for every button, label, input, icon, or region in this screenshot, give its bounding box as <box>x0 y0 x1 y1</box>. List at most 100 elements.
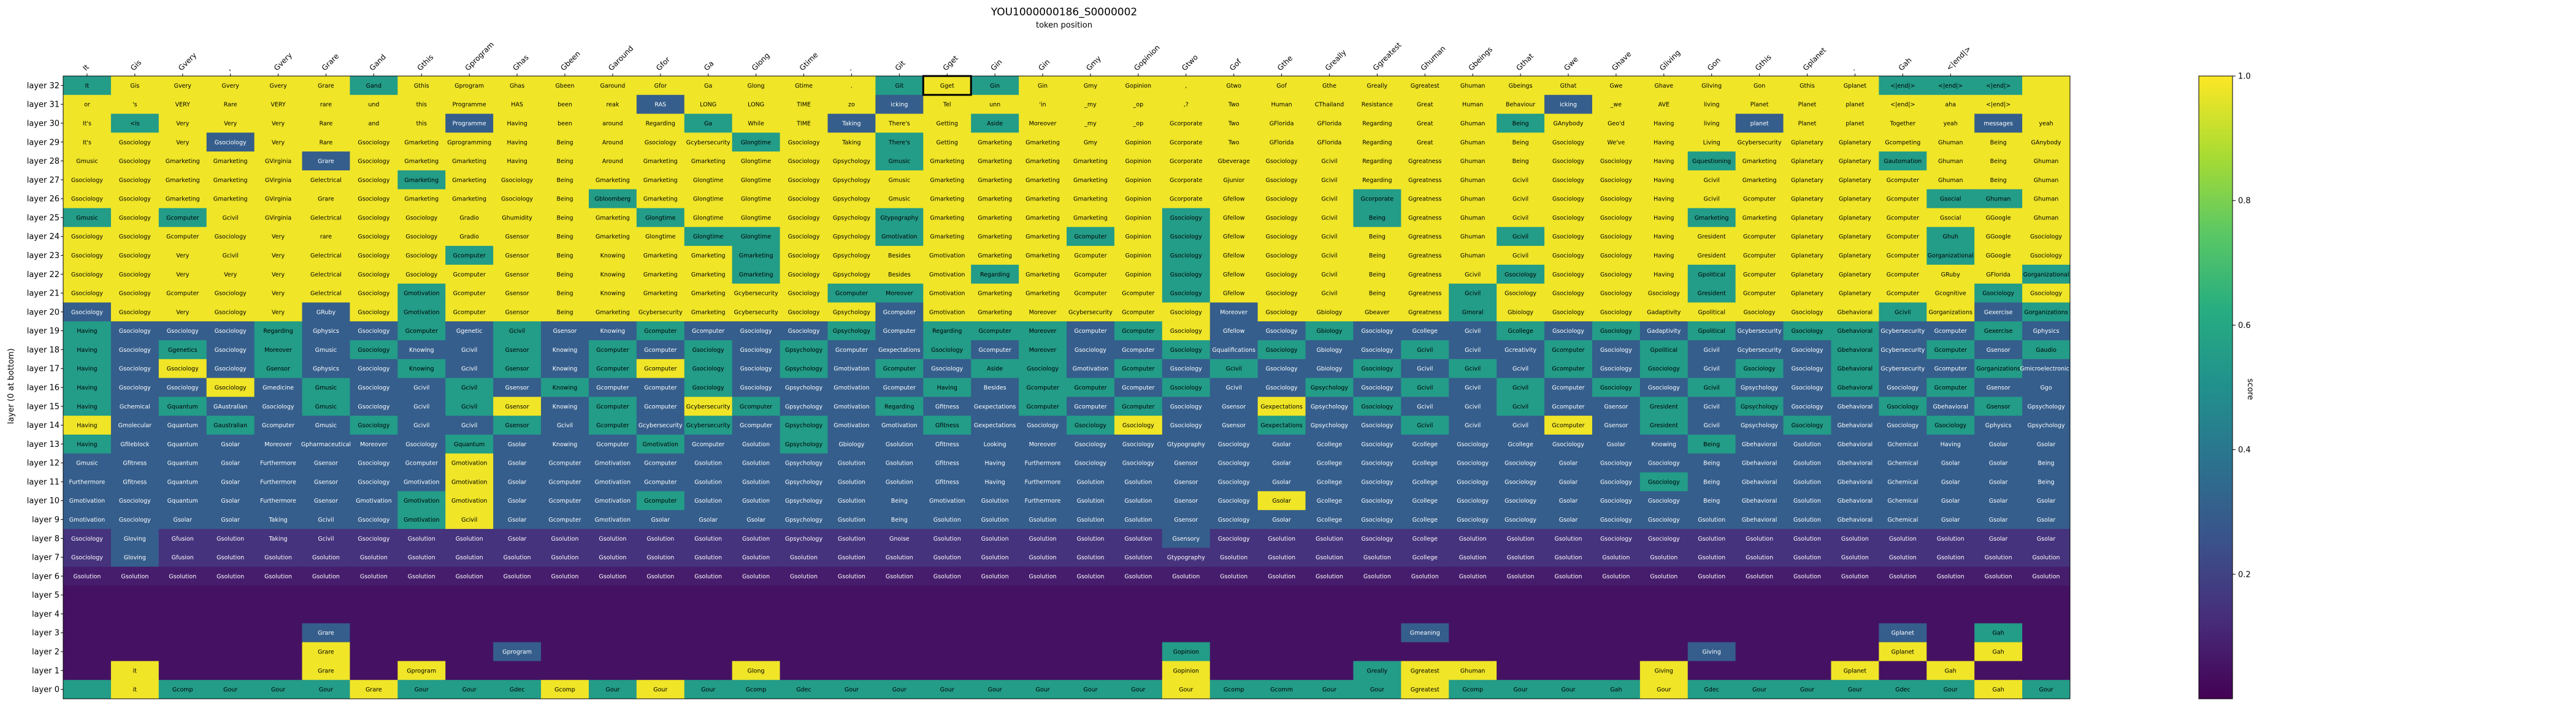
cell-token-label: _my <box>1084 120 1097 127</box>
cell-token-label: Gsociology <box>119 498 151 504</box>
cell-token-label: Regarding <box>646 120 675 127</box>
cell-token-label: Gcivil <box>1512 196 1528 203</box>
heatmap-cell <box>1257 302 1306 322</box>
heatmap-cell <box>397 453 446 473</box>
heatmap-cell <box>1735 208 1784 227</box>
cell-token-label: Gcivil <box>1512 385 1528 392</box>
cell-token-label: Gcomp <box>172 687 193 693</box>
cell-token-label: Gfitness <box>935 460 959 467</box>
layer-tick-label: layer 3 <box>32 629 59 638</box>
cell-token-label: Gcivil <box>413 422 429 429</box>
heatmap-cell <box>1974 547 2023 567</box>
cell-token-label: Gsolution <box>1268 536 1295 542</box>
cell-token-label: Gquantum <box>454 441 485 448</box>
cell-token-label: Gsolution <box>1507 555 1535 561</box>
heatmap-cell <box>1209 76 1259 96</box>
heatmap-cell <box>302 208 350 227</box>
heatmap-cell <box>397 397 446 416</box>
heatmap-cell <box>1687 547 1736 567</box>
heatmap-cell <box>1879 302 1927 322</box>
heatmap-cell <box>445 151 494 171</box>
heatmap-cell <box>1831 434 1879 454</box>
cell-token-label: Gsolution <box>504 555 531 561</box>
heatmap-cell <box>1926 547 1975 567</box>
heatmap-cell <box>588 397 637 416</box>
heatmap-cell <box>780 510 828 530</box>
heatmap-cell <box>971 510 1019 530</box>
heatmap-cell <box>1735 227 1784 246</box>
heatmap-cell <box>1209 566 1259 586</box>
heatmap-cell <box>1401 151 1449 171</box>
token-tick-label: Ghas <box>511 53 530 72</box>
cell-token-label: Gcomputer <box>1552 347 1584 354</box>
cell-token-label: Gsolution <box>933 517 961 523</box>
heatmap-cell <box>1114 397 1163 416</box>
cell-token-label: Gmotivation <box>69 498 105 504</box>
heatmap-cell <box>684 359 733 379</box>
cell-token-label: Gphysics <box>1985 422 2012 429</box>
heatmap-cell <box>1257 510 1306 530</box>
cell-token-label: Very <box>272 309 285 316</box>
heatmap-cell <box>923 566 972 586</box>
token-tick-label: Gthat <box>1514 51 1535 72</box>
cell-token-label: Gsolution <box>742 536 770 542</box>
cell-token-label: Gsolar <box>221 441 240 448</box>
heatmap-cell <box>636 491 685 511</box>
heatmap-cell <box>1735 246 1784 265</box>
heatmap-cell <box>923 321 972 341</box>
heatmap-cell <box>2022 604 2071 624</box>
heatmap-cell <box>1639 227 1689 246</box>
heatmap-cell <box>827 397 876 416</box>
heatmap-cell <box>493 510 542 530</box>
cell-token-label: Ggreatest <box>1411 687 1439 693</box>
heatmap-cell <box>493 566 542 586</box>
heatmap-cell <box>780 642 828 661</box>
heatmap-cell <box>780 566 828 586</box>
cell-token-label: Gsolar <box>1989 441 2008 448</box>
heatmap-cell <box>875 642 924 661</box>
cell-token-label: Regarding <box>1362 139 1392 146</box>
cell-token-label: Gcomputer <box>1026 385 1059 392</box>
cell-token-label: Gpolitical <box>1650 347 1678 354</box>
heatmap-cell <box>1067 453 1115 473</box>
heatmap-cell <box>158 661 207 680</box>
heatmap-cell <box>1114 76 1163 96</box>
heatmap-cell <box>732 416 781 435</box>
cell-token-label: Gcybersecurity <box>1880 328 1925 335</box>
cell-token-label: Gopinion <box>1173 649 1199 656</box>
heatmap-cell <box>1497 340 1545 360</box>
heatmap-cell <box>254 397 303 416</box>
cell-token-label: It's <box>83 139 91 146</box>
cell-token-label: Gsolution <box>981 517 1009 523</box>
heatmap-cell <box>1305 566 1354 586</box>
heatmap-cell <box>350 170 398 190</box>
heatmap-cell <box>875 453 924 473</box>
cell-token-label: Gsociology <box>788 272 820 278</box>
heatmap-cell <box>445 283 494 303</box>
heatmap-cell <box>588 510 637 530</box>
cell-token-label: Gfitness <box>935 403 959 410</box>
token-tick-label: Gthis <box>1754 53 1773 72</box>
heatmap-cell <box>1353 113 1401 133</box>
heatmap-cell <box>1926 566 1975 586</box>
cell-token-label: Gprogram <box>454 83 484 89</box>
cell-token-label: Gsociology <box>1648 291 1680 297</box>
cell-token-label: Gcivil <box>1321 253 1337 259</box>
cell-token-label: Gbiology <box>1316 366 1342 373</box>
heatmap-cell <box>1974 680 2023 699</box>
heatmap-cell <box>397 434 446 454</box>
cell-token-label: Gcivil <box>461 385 477 392</box>
heatmap-cell <box>110 340 159 360</box>
cell-token-label: 's <box>132 102 137 108</box>
cell-token-label: Gsociology <box>1552 215 1584 221</box>
cell-token-label: Gsensor <box>1604 403 1628 410</box>
cell-token-label: Gsociology <box>358 215 389 221</box>
heatmap-cell <box>1067 264 1115 284</box>
cell-token-label: Gmarketing <box>739 253 773 259</box>
heatmap-cell <box>636 416 685 435</box>
heatmap-cell <box>1974 170 2023 190</box>
cell-token-label: Ghas <box>510 83 524 89</box>
heatmap-cell <box>1305 189 1354 209</box>
cell-token-label: <|end|> <box>1986 102 2011 108</box>
heatmap-cell <box>1544 359 1593 379</box>
